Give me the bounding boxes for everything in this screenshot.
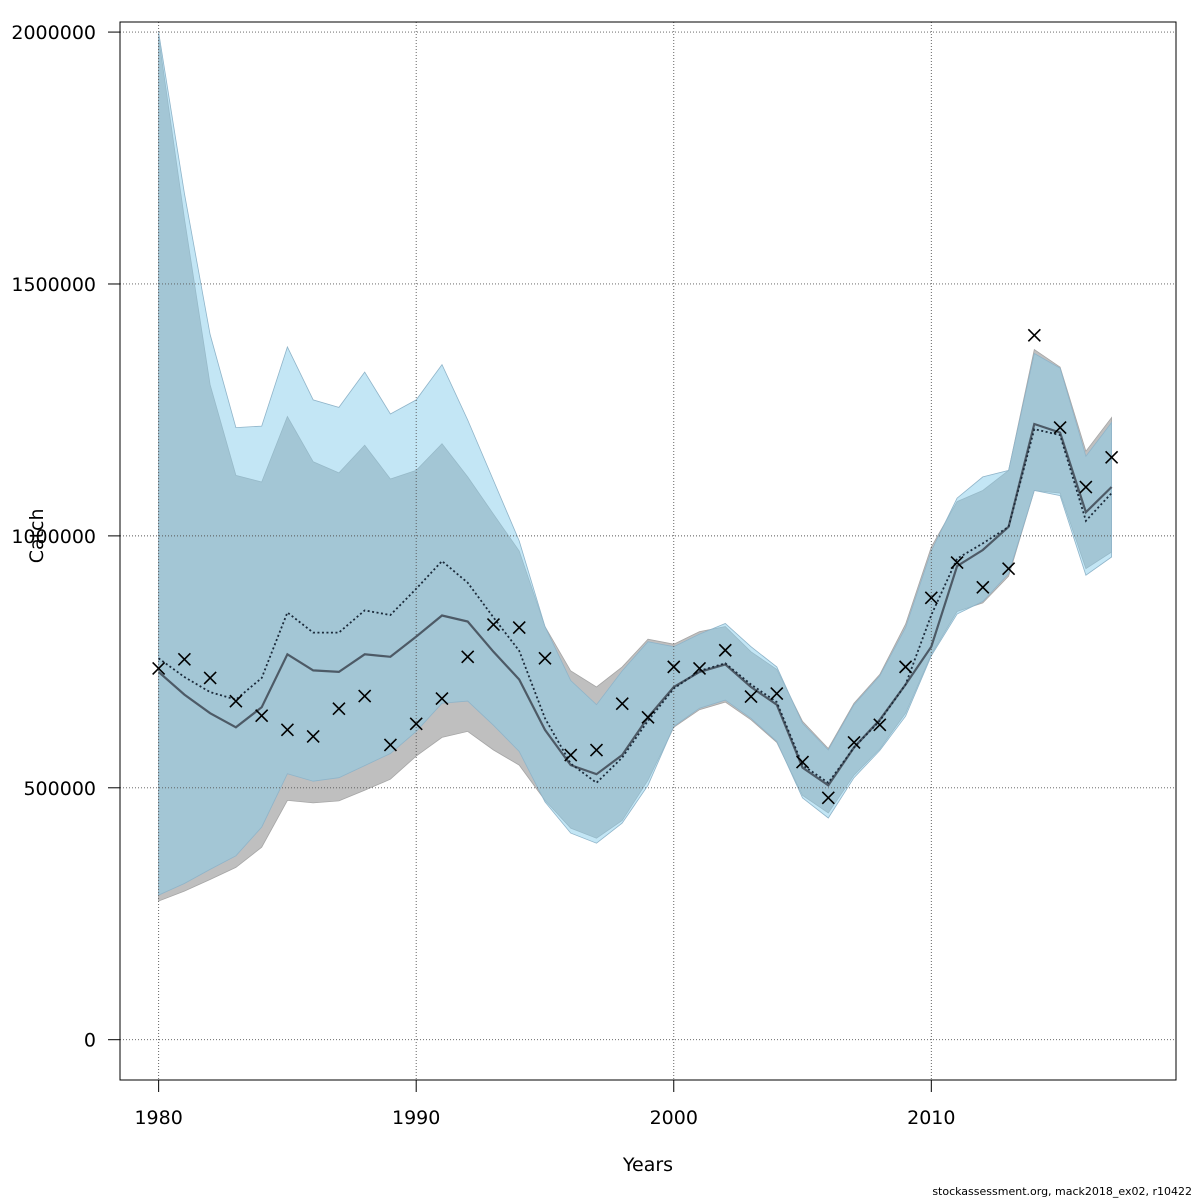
observation-markers <box>152 328 1119 805</box>
series-lines <box>157 422 1113 787</box>
series-line-1 <box>157 422 1113 787</box>
observation-point <box>667 660 681 674</box>
observation-point <box>589 743 604 757</box>
observation-point <box>924 591 938 605</box>
x-axis-label: Years <box>622 1154 673 1176</box>
observation-point <box>898 660 913 674</box>
observation-point <box>177 652 191 666</box>
y-tick-label: 500000 <box>23 778 96 800</box>
observation-point <box>306 729 320 743</box>
series-line-2 <box>158 428 1113 785</box>
confidence-band-2 <box>158 32 1112 896</box>
observation-point <box>512 621 526 635</box>
observation-point <box>795 755 810 769</box>
observation-point <box>847 735 861 750</box>
observation-point <box>1027 328 1041 342</box>
y-tick-label: 2000000 <box>11 22 96 44</box>
confidence-bands <box>158 32 1112 902</box>
observation-point <box>461 650 475 664</box>
observation-point <box>229 694 243 708</box>
observation-point <box>950 556 964 570</box>
observation-point <box>1053 421 1067 435</box>
observation-point <box>976 580 990 594</box>
observation-point <box>435 692 449 706</box>
observation-point <box>718 643 732 657</box>
observation-point <box>1105 450 1119 464</box>
credit-text: stockassessment.org, mack2018_ex02, r104… <box>932 1185 1192 1198</box>
observation-point <box>255 709 269 723</box>
observation-point <box>770 687 784 701</box>
y-tick-label: 0 <box>84 1030 96 1052</box>
observation-point <box>564 748 578 762</box>
y-tick-label: 1000000 <box>11 526 96 548</box>
observation-point <box>486 617 501 632</box>
x-tick-label: 2010 <box>907 1107 955 1129</box>
observation-point <box>203 671 217 685</box>
observation-point <box>1002 562 1016 576</box>
observation-point <box>358 689 372 703</box>
observation-point <box>332 702 346 716</box>
x-tick-label: 2000 <box>650 1107 698 1129</box>
observation-point <box>615 697 629 711</box>
observation-point <box>641 710 655 724</box>
observation-point <box>1079 480 1093 494</box>
x-tick-label: 1990 <box>392 1107 440 1129</box>
observation-point <box>383 738 398 752</box>
observation-point <box>538 651 552 665</box>
observation-point <box>821 791 835 805</box>
observation-point <box>409 717 423 731</box>
axes: 1980 1990 2000 2010 0 500000 1000000 1500000 200… <box>11 22 955 1129</box>
observation-point <box>280 723 294 737</box>
observation-point <box>152 661 166 675</box>
y-tick-label: 1500000 <box>11 274 96 296</box>
y-axis-label: Catch <box>26 508 48 563</box>
observation-point <box>692 661 707 675</box>
observation-point <box>873 718 887 732</box>
x-tick-label: 1980 <box>134 1107 182 1129</box>
observation-point <box>744 690 758 704</box>
